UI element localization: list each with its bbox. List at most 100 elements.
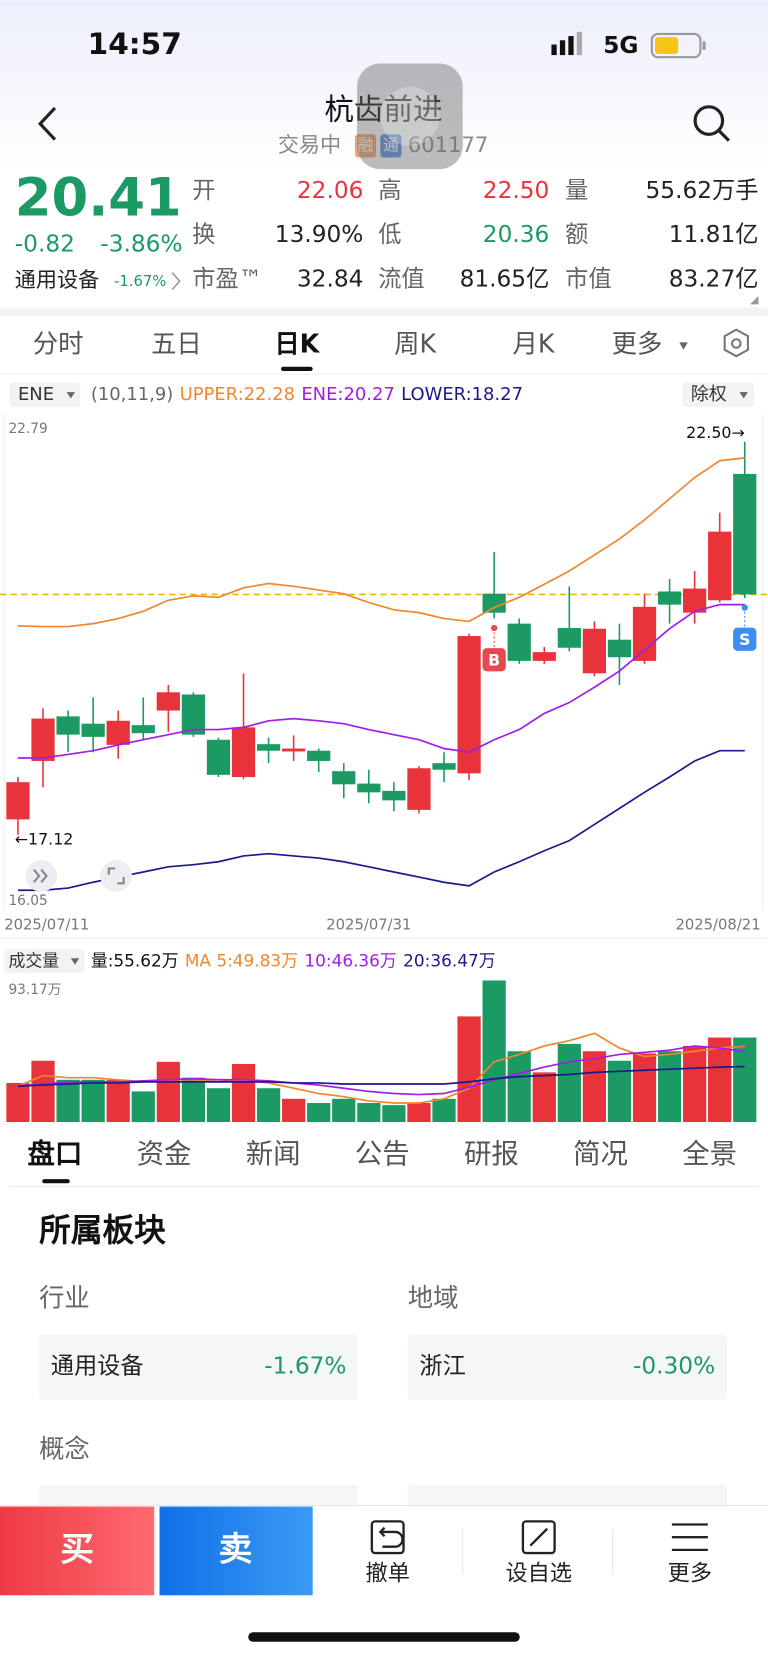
candle-body	[81, 723, 105, 737]
settings-button[interactable]	[723, 328, 749, 358]
volume-bar	[156, 1061, 180, 1123]
legend: MA 5:49.83万 10:46.36万 20:36.47万	[185, 950, 496, 970]
volume-bar	[432, 1098, 456, 1123]
period-tab[interactable]: 五日	[151, 329, 202, 359]
candle-body	[156, 692, 180, 711]
assistive-touch[interactable]	[357, 63, 463, 170]
volume-bar	[231, 1063, 256, 1123]
volume-bar	[307, 1103, 331, 1123]
change: -0.82	[15, 231, 75, 258]
price: 20.41	[15, 168, 182, 229]
trade-marker[interactable]	[482, 648, 506, 672]
search-button[interactable]	[693, 105, 731, 142]
x-tick-label: 2025/08/21	[675, 917, 760, 934]
info-tab[interactable]: 盘口	[27, 1138, 82, 1170]
period-tab[interactable]: 分时	[33, 329, 84, 359]
info-tab[interactable]: 简况	[573, 1139, 628, 1170]
trade-marker[interactable]	[733, 627, 757, 651]
volume-bar	[282, 1098, 306, 1123]
sector-pct: -1.67%	[114, 273, 166, 290]
candle-body	[708, 531, 732, 601]
ene-line	[17, 603, 745, 759]
candle-body	[256, 744, 281, 751]
action-label[interactable]: 撤单	[366, 1561, 410, 1587]
candle-body	[31, 718, 55, 761]
info-tab[interactable]: 公告	[355, 1139, 410, 1170]
candle-body	[6, 782, 30, 820]
fullscreen-button[interactable]	[100, 860, 133, 892]
divider	[0, 307, 768, 317]
metric-value: 13.90%	[275, 221, 364, 248]
period-tabs: 分时 五日 日K 周K 月K 更多	[33, 329, 688, 359]
action-label[interactable]: 更多	[668, 1561, 712, 1587]
volume-bar	[532, 1072, 556, 1123]
x-tick-label: 2025/07/31	[326, 917, 411, 934]
volume-select[interactable]	[4, 948, 85, 974]
volume-title: 成交量	[8, 950, 59, 970]
sector-card[interactable]	[407, 1334, 727, 1400]
volume-bar	[256, 1088, 281, 1123]
buy-button[interactable]	[0, 1506, 155, 1596]
sell-button[interactable]	[159, 1506, 313, 1596]
candle-body	[231, 727, 256, 778]
expand-icon	[32, 868, 48, 883]
indicator-select[interactable]	[9, 382, 81, 407]
sector[interactable]: 通用设备	[15, 267, 99, 292]
metric-label: 换	[192, 221, 215, 248]
tab-underline	[281, 366, 313, 371]
candle-body	[657, 591, 682, 605]
low-label: ←17.12	[15, 830, 74, 849]
candle-body	[131, 725, 155, 734]
info-tab[interactable]: 资金	[137, 1139, 192, 1170]
volume-bar	[357, 1103, 381, 1123]
home-indicator	[248, 1632, 520, 1642]
period-tab[interactable]: 日K	[274, 329, 320, 359]
candle-body	[683, 588, 707, 613]
metric-value: 11.81亿	[669, 221, 759, 248]
info-tab[interactable]: 新闻	[246, 1139, 301, 1170]
expand-button[interactable]	[25, 860, 58, 892]
volume-bar	[332, 1098, 356, 1123]
ene-line	[17, 749, 745, 892]
candle-body	[382, 790, 406, 801]
metric-value: 32.84	[297, 266, 364, 293]
period-tab[interactable]: 周K	[394, 329, 437, 359]
period-tab[interactable]: 更多	[612, 329, 663, 359]
network: 5G	[603, 32, 638, 59]
volume-bar	[607, 1060, 632, 1123]
trade-marker-label: B	[488, 650, 500, 669]
chart-controls	[25, 860, 133, 892]
candle-body	[457, 636, 481, 774]
metric-label: 开	[192, 177, 215, 204]
candle-body	[432, 763, 456, 770]
sector-name: 浙江	[419, 1353, 465, 1380]
metric-label: 流值	[378, 266, 424, 293]
candle-body	[332, 771, 356, 785]
period-tab[interactable]: 月K	[512, 329, 555, 359]
sector-pct: -1.67%	[264, 1353, 346, 1380]
volume-bar	[407, 1103, 431, 1123]
back-button[interactable]	[37, 106, 57, 141]
metric-value: 20.36	[483, 221, 550, 248]
candle-body	[307, 750, 331, 761]
sector-card[interactable]	[39, 1334, 359, 1400]
candle-body	[181, 694, 206, 735]
y-tick-label: 16.05	[8, 893, 47, 909]
volume-bar	[582, 1051, 607, 1123]
legend-entry: LOWER:18.27	[401, 384, 523, 405]
metric-label: 高	[378, 177, 401, 204]
candle-body	[56, 716, 80, 735]
corner-mark	[750, 295, 759, 305]
tab-underline	[42, 1179, 70, 1184]
candle-body	[733, 473, 757, 595]
action-label[interactable]: 设自选	[505, 1561, 572, 1587]
info-tab[interactable]: 全景	[682, 1139, 737, 1170]
info-tab[interactable]: 研报	[464, 1139, 519, 1170]
badge: 通	[383, 135, 399, 154]
sector-pct: -0.30%	[633, 1353, 715, 1380]
stock-name: 杭齿前进	[324, 93, 442, 127]
adjust-select[interactable]	[682, 382, 755, 407]
candle-body	[557, 628, 581, 648]
stock-code: 601177	[408, 132, 489, 157]
